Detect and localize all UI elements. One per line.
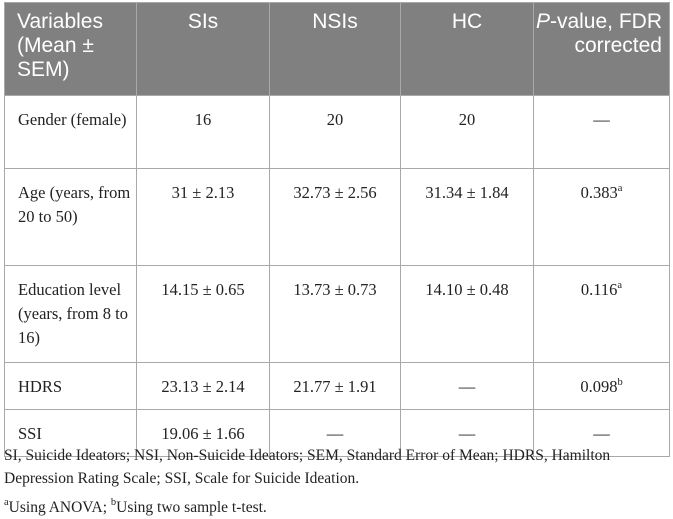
cell-pvalue: — xyxy=(533,95,670,169)
cell-sis: 19.06 ± 1.66 xyxy=(136,409,270,457)
header-pvalue: P-value, FDR corrected xyxy=(533,2,670,96)
test-footnote: aUsing ANOVA; bUsing two sample t-test. xyxy=(4,496,669,519)
header-sis: SIs xyxy=(136,2,270,96)
cell-sis: 31 ± 2.13 xyxy=(136,168,270,266)
row-label: HDRS xyxy=(4,362,137,410)
table-row-hdrs: HDRS 23.13 ± 2.14 21.77 ± 1.91 — 0.098b xyxy=(4,362,670,410)
table-row-gender: Gender (female) 16 20 20 — xyxy=(4,95,670,169)
pvalue-number: 0.098 xyxy=(580,377,618,396)
demographics-table: Variables (Mean ± SEM) SIs NSIs HC P-val… xyxy=(4,2,670,457)
pvalue-number: 0.383 xyxy=(580,183,618,202)
cell-sis: 23.13 ± 2.14 xyxy=(136,362,270,410)
table-header-row: Variables (Mean ± SEM) SIs NSIs HC P-val… xyxy=(4,2,670,96)
footnote-mark-b: b xyxy=(110,496,117,508)
table-row-age: Age (years, from 20 to 50) 31 ± 2.13 32.… xyxy=(4,168,670,266)
cell-nsis: 20 xyxy=(269,95,401,169)
row-label: Age (years, from 20 to 50) xyxy=(4,168,137,266)
footnote-text-b: Using two sample t-test. xyxy=(116,499,267,516)
cell-hc: 31.34 ± 1.84 xyxy=(400,168,534,266)
cell-pvalue: 0.383a xyxy=(533,168,670,266)
cell-pvalue: 0.116a xyxy=(533,265,670,363)
abbreviations-note: SI, Suicide Ideators; NSI, Non-Suicide I… xyxy=(4,447,611,487)
row-label: Education level (years, from 8 to 16) xyxy=(4,265,137,363)
header-variables: Variables (Mean ± SEM) xyxy=(4,2,137,96)
pvalue-superscript: b xyxy=(617,376,623,388)
footnote-text-a: Using ANOVA; xyxy=(8,499,111,516)
pvalue-superscript: a xyxy=(617,182,623,194)
table-footnotes: SI, Suicide Ideators; NSI, Non-Suicide I… xyxy=(4,444,669,519)
header-pvalue-rest: -value, FDR corrected xyxy=(549,10,662,57)
header-pvalue-p: P xyxy=(535,10,550,33)
pvalue-superscript: a xyxy=(617,279,623,291)
row-label: SSI xyxy=(4,409,137,457)
cell-sis: 14.15 ± 0.65 xyxy=(136,265,270,363)
cell-hc: — xyxy=(400,362,534,410)
cell-nsis: 13.73 ± 0.73 xyxy=(269,265,401,363)
table-row-education: Education level (years, from 8 to 16) 14… xyxy=(4,265,670,363)
cell-nsis: 32.73 ± 2.56 xyxy=(269,168,401,266)
cell-pvalue: — xyxy=(533,409,670,457)
pvalue-number: 0.116 xyxy=(580,280,618,299)
header-hc: HC xyxy=(400,2,534,96)
cell-hc: 14.10 ± 0.48 xyxy=(400,265,534,363)
cell-pvalue: 0.098b xyxy=(533,362,670,410)
table-row-ssi: SSI 19.06 ± 1.66 — — — xyxy=(4,409,670,457)
footnote-mark-a: a xyxy=(4,496,9,508)
row-label: Gender (female) xyxy=(4,95,137,169)
cell-hc: 20 xyxy=(400,95,534,169)
header-nsis: NSIs xyxy=(269,2,401,96)
cell-sis: 16 xyxy=(136,95,270,169)
cell-nsis: 21.77 ± 1.91 xyxy=(269,362,401,410)
cell-hc: — xyxy=(400,409,534,457)
